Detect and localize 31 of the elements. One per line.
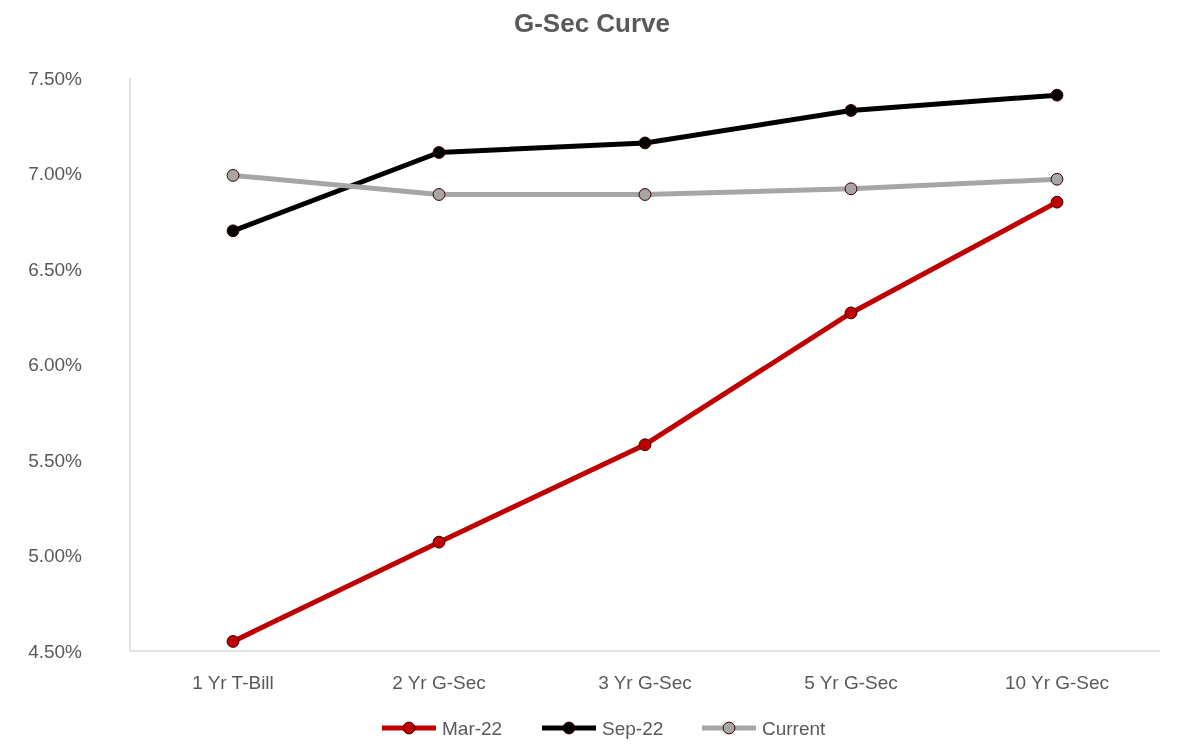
point [432, 146, 446, 159]
point [844, 104, 858, 117]
y-tick-label: 5.50% [28, 449, 83, 471]
legend-label: Current [762, 718, 827, 739]
x-tick-label: 3 Yr G-Sec [598, 672, 692, 693]
point [226, 635, 240, 648]
point [1050, 88, 1064, 102]
chart-title: G-Sec Curve [513, 8, 671, 38]
y-tick-label: 4.50% [28, 640, 83, 662]
point [226, 169, 240, 182]
point [638, 136, 652, 150]
y-tick-label: 7.00% [28, 163, 83, 185]
point [638, 188, 652, 201]
point [432, 535, 446, 549]
point [844, 182, 858, 196]
point [638, 438, 652, 452]
x-tick-label: 10 Yr G-Sec [1004, 672, 1110, 693]
point [432, 188, 446, 201]
point [226, 224, 240, 238]
point [1050, 172, 1064, 186]
legend-label: Mar-22 [442, 718, 503, 739]
x-tick-label: 5 Yr G-Sec [804, 672, 898, 693]
point [1050, 195, 1064, 209]
legend-label: Sep-22 [602, 718, 664, 739]
y-tick-label: 6.50% [28, 258, 83, 280]
y-tick-label: 6.00% [28, 354, 83, 376]
x-tick-label: 2 Yr G-Sec [392, 672, 486, 693]
y-tick-label: 7.50% [28, 67, 83, 89]
x-tick-label: 1 Yr T-Bill [192, 672, 274, 693]
point [844, 306, 858, 320]
y-tick-label: 5.00% [28, 545, 83, 567]
